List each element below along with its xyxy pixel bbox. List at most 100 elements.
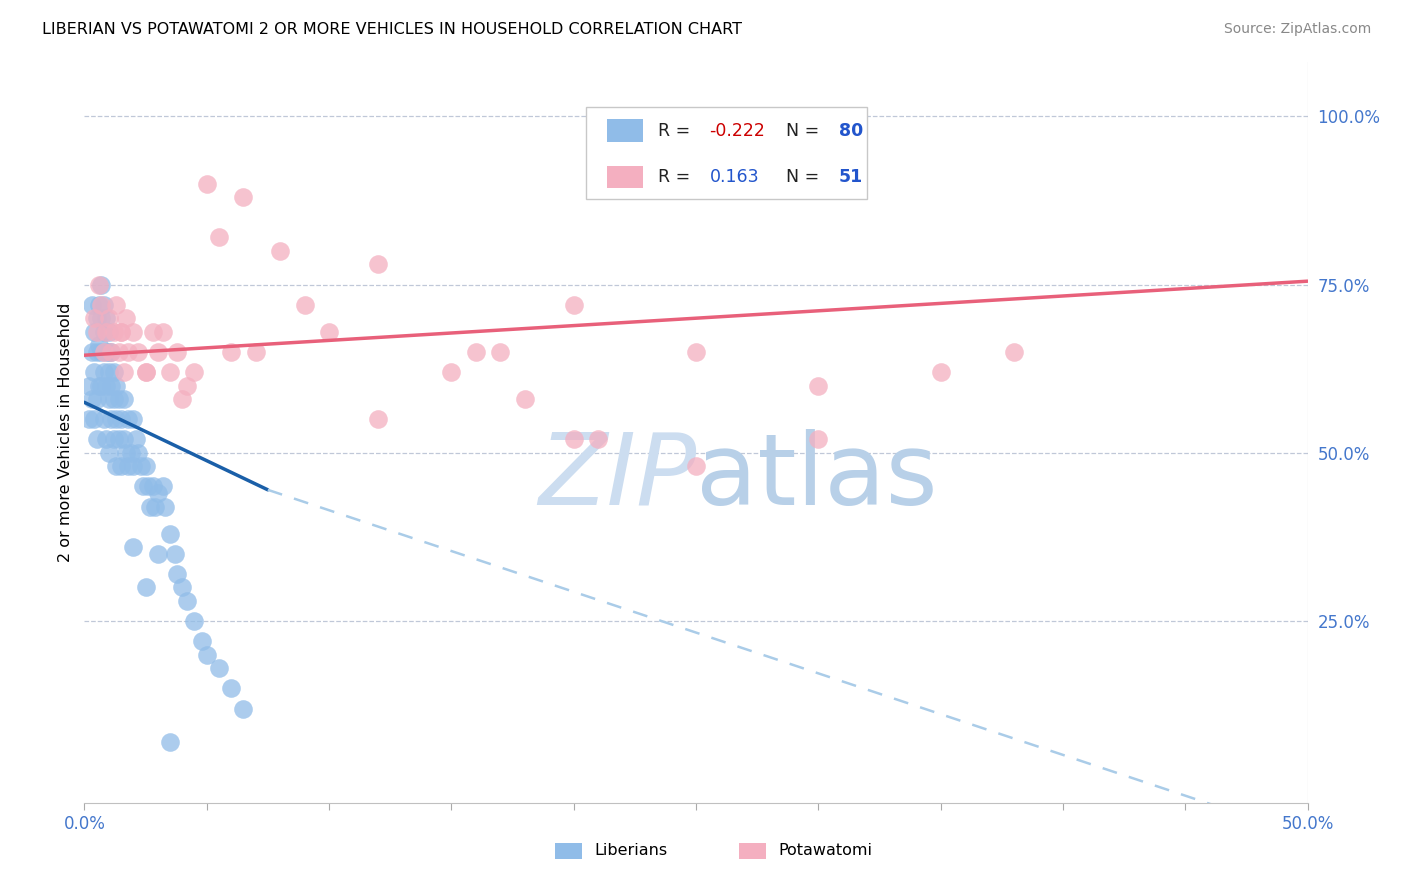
Point (172, 581, 194, 595)
Point (93, 325, 115, 339)
Point (122, 325, 145, 339)
Point (142, 479, 165, 493)
Point (122, 540, 145, 554)
Text: R =: R = (658, 121, 696, 139)
Point (103, 392, 125, 406)
Point (90, 344, 112, 359)
Point (100, 344, 122, 359)
Text: Source: ZipAtlas.com: Source: ZipAtlas.com (1223, 22, 1371, 37)
Point (464, 344, 486, 359)
Text: 0.163: 0.163 (710, 169, 759, 186)
Point (90, 298, 112, 312)
Point (93, 365, 115, 379)
Point (562, 298, 585, 312)
Text: atlas: atlas (696, 428, 938, 525)
Point (86, 392, 108, 406)
Point (152, 325, 174, 339)
Point (117, 344, 139, 359)
Text: 51: 51 (839, 169, 863, 186)
Point (807, 433, 830, 447)
Point (135, 365, 157, 379)
Point (97, 365, 120, 379)
Point (83, 325, 105, 339)
Point (110, 459, 132, 474)
Point (232, 190, 254, 204)
Point (183, 614, 205, 628)
Point (83, 365, 105, 379)
Point (562, 433, 585, 447)
Text: N =: N = (786, 169, 825, 186)
Point (115, 446, 138, 460)
Point (96, 378, 118, 392)
Point (112, 392, 135, 406)
Point (93, 412, 115, 426)
Point (146, 547, 169, 561)
Point (142, 325, 165, 339)
Text: R =: R = (658, 169, 696, 186)
Point (176, 378, 198, 392)
Point (929, 365, 952, 379)
FancyBboxPatch shape (606, 166, 644, 188)
Text: LIBERIAN VS POTAWATOMI 2 OR MORE VEHICLES IN HOUSEHOLD CORRELATION CHART: LIBERIAN VS POTAWATOMI 2 OR MORE VEHICLE… (42, 22, 742, 37)
Y-axis label: 2 or more Vehicles in Household: 2 or more Vehicles in Household (58, 303, 73, 562)
Point (489, 344, 512, 359)
Point (129, 459, 152, 474)
Point (513, 392, 536, 406)
Point (367, 257, 389, 271)
Point (208, 230, 231, 244)
Point (132, 479, 155, 493)
Point (83, 412, 105, 426)
Point (110, 325, 132, 339)
Point (90, 311, 112, 326)
Point (90, 378, 112, 392)
Point (122, 459, 145, 474)
Point (115, 311, 138, 326)
Point (96, 325, 118, 339)
Point (86, 344, 108, 359)
Point (96, 433, 118, 447)
Point (86, 311, 108, 326)
Point (86, 433, 108, 447)
Point (245, 344, 267, 359)
Point (127, 344, 149, 359)
Point (685, 344, 707, 359)
Point (103, 433, 125, 447)
Point (80, 392, 103, 406)
Point (195, 177, 218, 191)
Point (100, 344, 122, 359)
Point (77, 378, 100, 392)
Point (110, 412, 132, 426)
Point (176, 594, 198, 608)
Point (105, 412, 128, 426)
Point (135, 365, 157, 379)
Point (146, 344, 169, 359)
Point (367, 412, 389, 426)
Point (90, 277, 112, 292)
Point (146, 486, 169, 500)
Point (87, 378, 110, 392)
Point (112, 365, 135, 379)
Point (318, 325, 340, 339)
Text: Potawatomi: Potawatomi (778, 844, 872, 858)
Point (96, 311, 118, 326)
Text: 80: 80 (839, 121, 863, 139)
Point (294, 298, 316, 312)
Point (586, 433, 609, 447)
Point (87, 298, 110, 312)
Point (183, 365, 205, 379)
Point (195, 648, 218, 662)
FancyBboxPatch shape (738, 843, 766, 859)
Point (105, 459, 128, 474)
Point (166, 344, 188, 359)
Point (152, 479, 174, 493)
Point (232, 701, 254, 715)
Point (125, 433, 148, 447)
Text: ZIP: ZIP (537, 428, 696, 525)
Point (139, 500, 162, 514)
Point (103, 325, 125, 339)
Point (97, 325, 120, 339)
Point (153, 500, 176, 514)
Point (80, 344, 103, 359)
Text: -0.222: -0.222 (710, 121, 765, 139)
Point (163, 547, 186, 561)
